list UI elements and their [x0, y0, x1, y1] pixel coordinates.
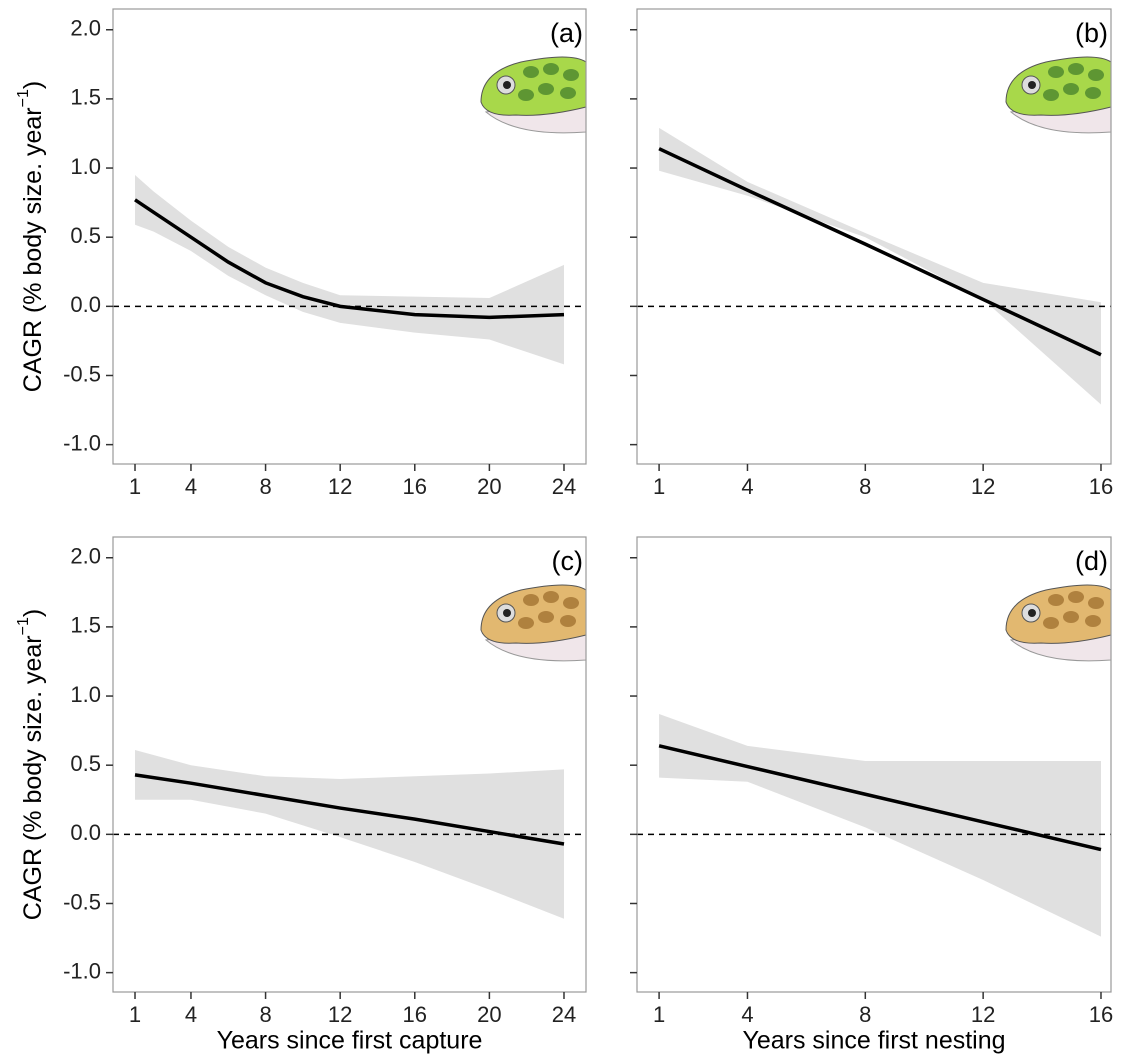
trend-line — [134, 198, 565, 320]
icon-scale — [523, 594, 539, 606]
icon-scale — [1063, 83, 1079, 95]
turtle-icon — [480, 56, 587, 134]
turtle-icon — [1005, 56, 1112, 134]
x-tick-label: 16 — [1089, 1002, 1113, 1027]
panel-label: (c) — [552, 546, 583, 576]
icon-scale — [518, 89, 534, 101]
y-axis-label: CAGR (% body size. year−1) — [15, 81, 46, 392]
trend-line — [134, 773, 565, 846]
x-tick-label: 24 — [552, 1002, 576, 1027]
icon-scale — [1085, 87, 1101, 99]
y-tick-label: -1.0 — [63, 430, 101, 455]
x-tick-label: 20 — [477, 1002, 501, 1027]
icon-scale — [563, 69, 579, 81]
x-tick-label: 12 — [328, 474, 352, 499]
y-tick-label: 0.5 — [70, 223, 101, 248]
icon-scale — [523, 66, 539, 78]
x-tick-label: 4 — [741, 1002, 753, 1027]
icon-scale — [1043, 617, 1059, 629]
icon-scale — [1068, 63, 1084, 75]
confidence-band — [135, 174, 564, 365]
icon-scale — [543, 591, 559, 603]
x-tick-label: 8 — [859, 474, 871, 499]
icon-scale — [1048, 66, 1064, 78]
x-tick-label: 20 — [477, 474, 501, 499]
x-tick-label: 4 — [185, 1002, 197, 1027]
y-tick-label: -0.5 — [63, 889, 101, 914]
icon-scale — [563, 597, 579, 609]
icon-scale — [560, 615, 576, 627]
y-tick-label: -1.0 — [63, 958, 101, 983]
y-tick-label: 1.0 — [70, 682, 101, 707]
x-tick-label: 24 — [552, 474, 576, 499]
y-axis-label: CAGR (% body size. year−1) — [15, 609, 46, 920]
icon-pupil — [503, 609, 511, 617]
icon-scale — [560, 87, 576, 99]
y-axis-label-part: −1 — [15, 89, 32, 107]
icon-scale — [543, 63, 559, 75]
icon-scale — [538, 611, 554, 623]
x-axis-label: Years since first capture — [217, 1027, 483, 1055]
x-tick-label: 4 — [741, 474, 753, 499]
icon-pupil — [503, 81, 511, 89]
y-tick-label: 2.0 — [70, 16, 101, 41]
x-tick-label: 4 — [185, 474, 197, 499]
icon-scale — [1048, 594, 1064, 606]
x-tick-label: 8 — [859, 1002, 871, 1027]
x-axis-label: Years since first nesting — [742, 1027, 1005, 1055]
confidence-band — [659, 127, 1101, 405]
y-tick-label: -0.5 — [63, 361, 101, 386]
x-tick-label: 1 — [653, 474, 665, 499]
trend-line — [658, 147, 1102, 357]
turtle-icon — [1005, 584, 1112, 662]
x-tick-label: 8 — [259, 474, 271, 499]
x-tick-label: 1 — [129, 474, 141, 499]
y-tick-label: 2.0 — [70, 544, 101, 569]
x-tick-label: 1 — [653, 1002, 665, 1027]
icon-pupil — [1028, 81, 1036, 89]
icon-scale — [1088, 597, 1104, 609]
panel-label: (b) — [1075, 18, 1108, 48]
x-tick-label: 16 — [403, 474, 427, 499]
trend-line — [658, 744, 1102, 852]
panel-label: (d) — [1075, 546, 1108, 576]
icon-scale — [1088, 69, 1104, 81]
turtle-icon — [480, 584, 587, 662]
y-axis-label-part: CAGR (% body size. year — [19, 107, 47, 392]
panel-label: (a) — [550, 18, 583, 48]
icon-scale — [1043, 89, 1059, 101]
y-axis-label-part: ) — [19, 81, 47, 89]
y-tick-label: 1.0 — [70, 154, 101, 179]
icon-scale — [1068, 591, 1084, 603]
x-tick-label: 1 — [129, 1002, 141, 1027]
confidence-band — [659, 714, 1101, 937]
icon-scale — [1063, 611, 1079, 623]
x-tick-label: 12 — [971, 474, 995, 499]
y-tick-label: 0.0 — [70, 292, 101, 317]
x-tick-label: 8 — [259, 1002, 271, 1027]
y-axis-label-part: ) — [19, 609, 47, 617]
x-tick-label: 16 — [1089, 474, 1113, 499]
y-axis-label-part: CAGR (% body size. year — [19, 635, 47, 920]
x-tick-label: 12 — [328, 1002, 352, 1027]
icon-scale — [518, 617, 534, 629]
icon-scale — [538, 83, 554, 95]
y-tick-label: 0.5 — [70, 751, 101, 776]
x-tick-label: 16 — [403, 1002, 427, 1027]
y-tick-label: 1.5 — [70, 85, 101, 110]
icon-scale — [1085, 615, 1101, 627]
y-tick-label: 1.5 — [70, 613, 101, 638]
y-axis-label-part: −1 — [15, 617, 32, 635]
x-tick-label: 12 — [971, 1002, 995, 1027]
icon-pupil — [1028, 609, 1036, 617]
y-tick-label: 0.0 — [70, 820, 101, 845]
